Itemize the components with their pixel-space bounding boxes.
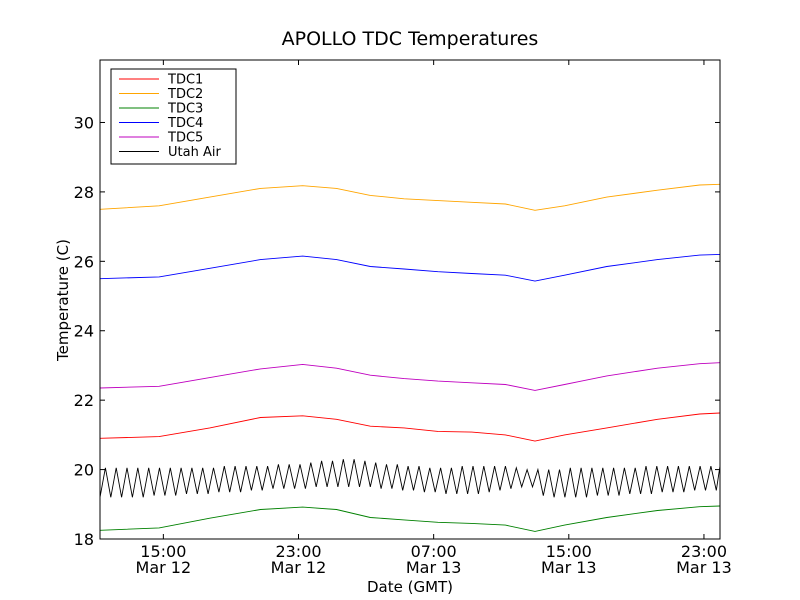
series-line-tdc3 <box>99 505 721 532</box>
y-axis: 18 20 22 24 26 28 30 <box>74 113 720 549</box>
y-tick-label: 18 <box>74 530 94 549</box>
y-tick-label: 22 <box>74 391 94 410</box>
legend-label: TDC3 <box>167 102 203 117</box>
y-tick-label: 24 <box>74 322 94 341</box>
legend-box <box>110 68 237 165</box>
plot-frame <box>99 59 721 540</box>
x-tick-label-date: Mar 12 <box>271 558 327 577</box>
series-line-tdc4 <box>99 253 721 282</box>
legend-label: Utah Air <box>168 145 221 160</box>
legend-label: TDC1 <box>167 73 203 88</box>
legend-label: TDC5 <box>167 131 203 146</box>
x-tick-label-time: 15:00 <box>140 542 186 561</box>
x-tick-label-time: 07:00 <box>411 542 457 561</box>
legend-label: TDC4 <box>167 116 203 131</box>
x-tick-label-date: Mar 13 <box>676 558 732 577</box>
chart-title: APOLLO TDC Temperatures <box>282 28 539 50</box>
series-line-tdc5 <box>99 362 721 391</box>
y-axis-label: Temperature (C) <box>54 239 72 362</box>
y-tick-label: 26 <box>74 252 94 271</box>
x-tick-label-date: Mar 12 <box>136 558 192 577</box>
series-layer <box>99 183 721 532</box>
series-line-utah-air <box>99 459 721 498</box>
legend-label: TDC2 <box>167 87 203 102</box>
x-tick-label-date: Mar 13 <box>541 558 597 577</box>
x-tick-label-time: 23:00 <box>275 542 321 561</box>
y-tick-label: 20 <box>74 461 94 480</box>
series-line-tdc2 <box>99 183 721 211</box>
y-tick-label: 28 <box>74 183 94 202</box>
y-tick-label: 30 <box>74 113 94 132</box>
x-axis-label: Date (GMT) <box>367 578 453 596</box>
series-line-tdc1 <box>99 412 721 442</box>
x-tick-label-time: 15:00 <box>546 542 592 561</box>
x-tick-label-date: Mar 13 <box>406 558 462 577</box>
x-tick-label-time: 23:00 <box>681 542 727 561</box>
